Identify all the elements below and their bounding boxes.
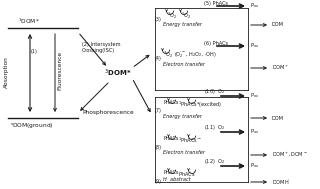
Text: (12)  O$_2$: (12) O$_2$ <box>204 157 225 166</box>
Text: $^3$DOM*: $^3$DOM* <box>104 67 132 79</box>
Text: $^3$O$_2$: $^3$O$_2$ <box>163 50 173 60</box>
Text: (10)  O$_2$: (10) O$_2$ <box>204 87 225 96</box>
Text: $^1$O$_2$: $^1$O$_2$ <box>181 11 191 21</box>
Text: Energy transfer: Energy transfer <box>163 22 202 27</box>
Text: P$_{ox}$: P$_{ox}$ <box>250 42 259 50</box>
Text: PhACs: PhACs <box>163 136 178 141</box>
Text: (8): (8) <box>155 145 162 150</box>
Text: (5) PhACs: (5) PhACs <box>204 1 228 6</box>
Text: $^s$DOM(ground): $^s$DOM(ground) <box>10 122 53 131</box>
Text: Electron transfer: Electron transfer <box>163 62 205 67</box>
Text: (1): (1) <box>31 50 38 54</box>
Text: (6) PhACs: (6) PhACs <box>204 41 228 46</box>
Text: $^1$PhACs$^{\cdot-}$: $^1$PhACs$^{\cdot-}$ <box>178 136 203 145</box>
Text: Fluorescence: Fluorescence <box>57 50 62 90</box>
Text: Crossing(ISC): Crossing(ISC) <box>82 48 115 53</box>
Text: P$_{ox}$: P$_{ox}$ <box>250 2 259 10</box>
Text: P$_{ox}$: P$_{ox}$ <box>250 91 259 100</box>
Text: (2) Intersystem: (2) Intersystem <box>82 42 121 47</box>
Text: (O$_2^{\cdot-}$, H$_2$O$_2$, $\cdot$OH): (O$_2^{\cdot-}$, H$_2$O$_2$, $\cdot$OH) <box>174 50 217 60</box>
Text: $^3$O$_2$: $^3$O$_2$ <box>167 11 177 21</box>
Text: (4): (4) <box>155 56 162 61</box>
Text: DOM: DOM <box>272 22 284 28</box>
Text: (7): (7) <box>155 108 162 113</box>
Text: P$_{ox}$: P$_{ox}$ <box>250 162 259 170</box>
Text: PhACs: PhACs <box>163 170 178 175</box>
Text: DOM: DOM <box>272 115 284 121</box>
Text: Phosphorescence: Phosphorescence <box>82 110 134 115</box>
Text: DOMH$^{\cdot}$: DOMH$^{\cdot}$ <box>272 178 291 186</box>
Text: (9): (9) <box>155 179 162 184</box>
Text: $^1$PhACs*(excited): $^1$PhACs*(excited) <box>178 100 222 110</box>
Text: (11)  O$_2$: (11) O$_2$ <box>204 123 225 132</box>
Text: DOM$^+$: DOM$^+$ <box>272 64 289 72</box>
Text: H  abstract: H abstract <box>163 177 191 182</box>
Text: PhACs: PhACs <box>163 100 178 105</box>
Text: DOM$^+$,DOM$^-$: DOM$^+$,DOM$^-$ <box>272 151 308 159</box>
Text: P$_{ox}$: P$_{ox}$ <box>250 128 259 136</box>
Text: (3): (3) <box>155 17 162 22</box>
Text: Energy transfer: Energy transfer <box>163 114 202 119</box>
Text: $^1$DOM*: $^1$DOM* <box>18 17 40 26</box>
Text: Electron transfer: Electron transfer <box>163 150 205 155</box>
Text: Absorption: Absorption <box>4 56 9 88</box>
Text: PhACs$^{\cdot}$: PhACs$^{\cdot}$ <box>178 170 196 178</box>
